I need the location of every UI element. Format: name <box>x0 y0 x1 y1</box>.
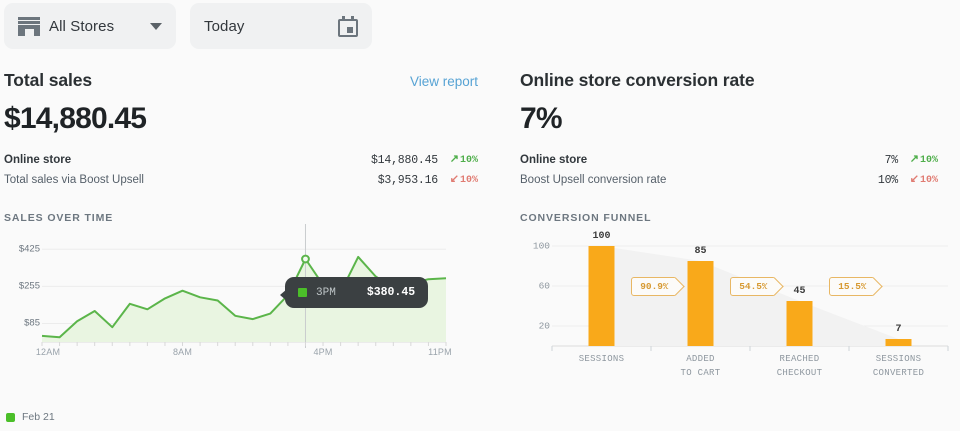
conversion-rate-card: Online store conversion rate 7% Online s… <box>500 52 960 431</box>
legend-swatch-icon <box>6 412 15 422</box>
arrow-up-icon: ↗ <box>909 153 919 166</box>
y-tick-label: $85 <box>24 317 40 329</box>
row-label: Online store <box>520 154 588 166</box>
funnel-plot: 100 85 45 7 90.9% 54.5% 15.5% <box>551 231 949 351</box>
funnel-category-label: REACHED CHECKOUT <box>776 354 823 378</box>
x-tick-label: 8AM <box>172 347 193 357</box>
page-title: Total sales <box>4 70 93 90</box>
row-label: Boost Upsell conversion rate <box>520 174 667 186</box>
line-chart-x-axis: 12AM 8AM 4PM 11PM <box>36 344 452 364</box>
conversion-funnel-label: CONVERSION FUNNEL <box>520 212 652 224</box>
list-item: Online store $14,880.45 ↗ 10% <box>4 150 478 170</box>
tooltip-value: $380.45 <box>366 286 416 299</box>
funnel-step-rate-badge: 54.5% <box>730 276 776 296</box>
funnel-bar[interactable] <box>687 261 714 346</box>
conversion-value: 7% <box>520 102 563 135</box>
y-tick-label: 20 <box>538 320 550 332</box>
row-label: Total sales via Boost Upsell <box>4 174 144 186</box>
status-badge: ↙ 10% <box>898 173 938 186</box>
funnel-category-label: ADDED TO CART <box>680 354 721 378</box>
arrow-down-icon: ↙ <box>909 173 919 186</box>
view-report-link[interactable]: View report <box>409 74 478 89</box>
status-badge: ↙ 10% <box>438 173 478 186</box>
total-sales-breakdown: Online store $14,880.45 ↗ 10% Total sale… <box>4 150 478 190</box>
conversion-breakdown: Online store 7% ↗ 10% Boost Upsell conve… <box>520 150 938 190</box>
funnel-category-label: SESSIONS <box>578 354 625 364</box>
arrow-down-icon: ↙ <box>449 173 459 186</box>
funnel-bar-value: 85 <box>694 246 707 257</box>
funnel-bar[interactable] <box>786 301 813 346</box>
funnel-bar-value: 45 <box>793 286 806 297</box>
total-sales-header: Total sales View report <box>4 70 478 91</box>
y-tick-label: 100 <box>532 240 550 252</box>
total-sales-card: Total sales View report $14,880.45 Onlin… <box>0 52 500 431</box>
list-item: Online store 7% ↗ 10% <box>520 150 938 170</box>
row-value: 7% <box>884 153 899 167</box>
legend-label: Feb 21 <box>22 411 55 423</box>
line-chart-y-axis: $85 $255 $425 <box>4 234 44 364</box>
sales-over-time-chart[interactable]: $85 $255 $425 3PM $380.45 12AM 8AM 4PM 11PM <box>4 224 452 364</box>
delta-value: 10% <box>919 154 938 166</box>
sales-over-time-label: SALES OVER TIME <box>4 212 114 224</box>
funnel-bar-value: 100 <box>592 231 611 242</box>
tooltip-time: 3PM <box>316 286 336 299</box>
date-range-selector[interactable]: Today <box>190 3 372 49</box>
delta-value: 10% <box>459 174 478 186</box>
row-value: $14,880.45 <box>370 153 438 167</box>
line-chart-tooltip: 3PM $380.45 <box>285 277 429 308</box>
total-sales-value: $14,880.45 <box>4 102 147 135</box>
delta-value: 10% <box>919 174 938 186</box>
list-item: Boost Upsell conversion rate 10% ↙ 10% <box>520 170 938 190</box>
funnel-category-label: SESSIONS CONVERTED <box>872 354 925 378</box>
list-item: Total sales via Boost Upsell $3,953.16 ↙… <box>4 170 478 190</box>
store-selector[interactable]: All Stores <box>4 3 176 49</box>
line-chart-legend[interactable]: Feb 21 <box>6 411 55 423</box>
store-selector-label: All Stores <box>49 17 115 35</box>
top-toolbar: All Stores Today <box>0 0 960 52</box>
x-tick-label: 11PM <box>428 347 452 357</box>
conversion-header: Online store conversion rate <box>520 70 938 91</box>
conversion-funnel-chart[interactable]: 100 60 20 100 85 45 7 90.9% 54.5% 15.5% SESSIONS… <box>520 231 949 384</box>
funnel-bar[interactable] <box>885 339 912 346</box>
row-label: Online store <box>4 154 72 166</box>
conversion-title: Online store conversion rate <box>520 70 755 90</box>
x-tick-label: 12AM <box>35 347 61 357</box>
legend-swatch-icon <box>298 288 307 297</box>
storefront-icon <box>18 16 40 36</box>
x-tick-label: 4PM <box>313 347 333 357</box>
y-tick-label: 60 <box>538 280 550 292</box>
calendar-icon[interactable] <box>338 15 358 37</box>
chevron-down-icon[interactable] <box>150 22 162 30</box>
arrow-up-icon: ↗ <box>449 153 459 166</box>
funnel-bar[interactable] <box>588 246 615 346</box>
funnel-step-rate-badge: 90.9% <box>631 276 677 296</box>
delta-value: 10% <box>459 154 478 166</box>
status-badge: ↗ 10% <box>898 153 938 166</box>
y-tick-label: $255 <box>18 280 40 292</box>
row-value: $3,953.16 <box>377 173 439 187</box>
status-badge: ↗ 10% <box>438 153 478 166</box>
funnel-step-rate-badge: 15.5% <box>829 276 875 296</box>
y-tick-label: $425 <box>18 243 40 255</box>
row-value: 10% <box>877 173 898 187</box>
funnel-y-axis: 100 60 20 <box>520 234 552 346</box>
funnel-bar-value: 7 <box>895 324 902 335</box>
tooltip-notch <box>280 289 287 301</box>
date-range-label: Today <box>204 17 245 35</box>
